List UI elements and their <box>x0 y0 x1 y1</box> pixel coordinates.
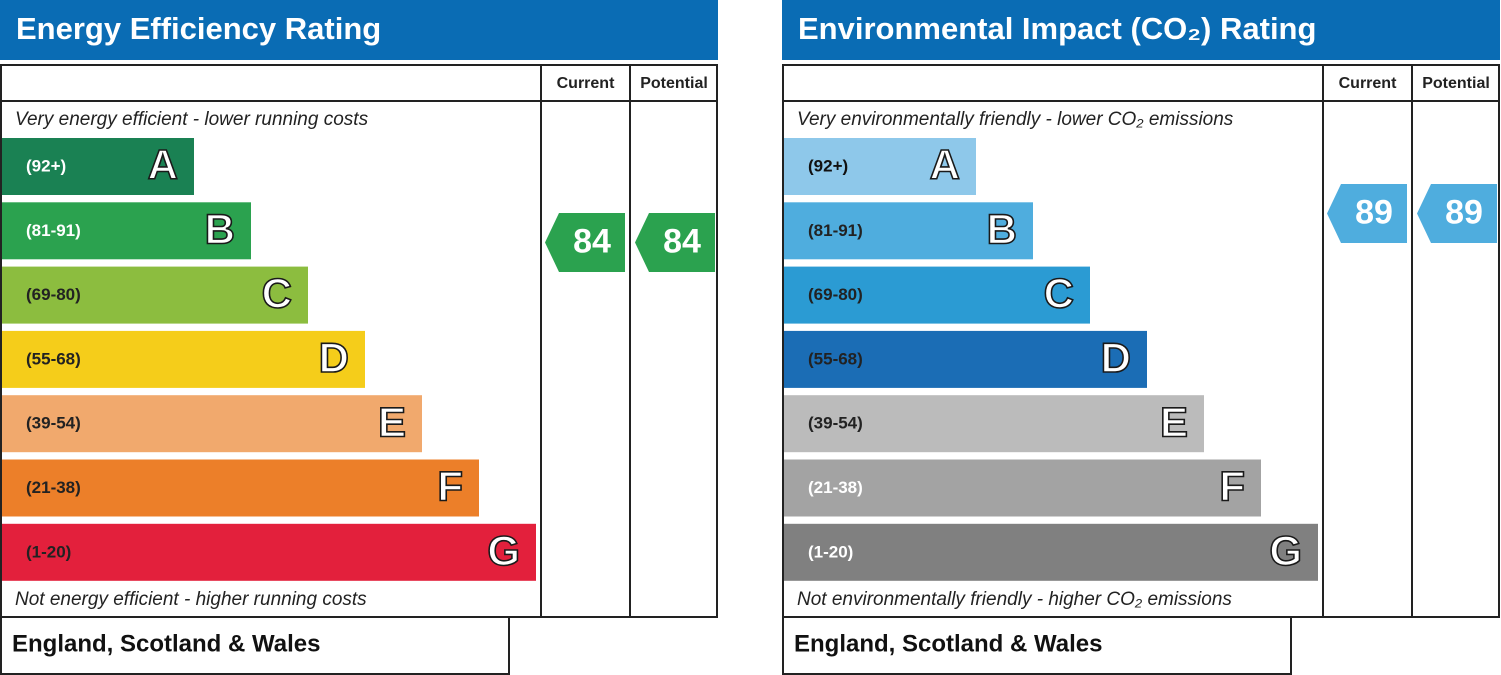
column-header: Potential <box>1422 75 1490 92</box>
band-letter: E <box>1160 398 1188 445</box>
band-range: (81-91) <box>26 221 81 240</box>
band-bar <box>2 138 194 195</box>
rating-value: 84 <box>663 222 701 260</box>
band-bar <box>784 138 976 195</box>
rating-arrow <box>635 213 715 272</box>
column-header: Potential <box>640 75 708 92</box>
band-bar <box>2 523 536 581</box>
band-range: (81-91) <box>808 221 863 240</box>
band-range: (55-68) <box>808 349 863 368</box>
band-letter: E <box>378 398 406 445</box>
band-letter: D <box>1101 334 1131 381</box>
band-letter: B <box>205 205 235 252</box>
band-letter: B <box>987 205 1017 252</box>
footer-frame <box>782 616 1292 675</box>
band-letter: F <box>1219 463 1245 510</box>
band-bar <box>2 459 479 517</box>
band-range: (69-80) <box>26 285 81 304</box>
bottom-note: Not environmentally friendly - higher CO… <box>797 589 1232 610</box>
band-range: (1-20) <box>808 542 853 561</box>
rating-arrow <box>1417 184 1497 243</box>
band-letter: G <box>1269 527 1302 574</box>
top-note: Very environmentally friendly - lower CO… <box>797 109 1234 130</box>
band-range: (1-20) <box>26 542 71 561</box>
band-bar <box>784 330 1147 388</box>
column-header: Current <box>1339 75 1397 92</box>
band-letter: A <box>930 141 960 188</box>
band-range: (21-38) <box>808 478 863 497</box>
panel-title: Energy Efficiency Rating <box>16 11 381 46</box>
band-range: (69-80) <box>808 285 863 304</box>
band-bar <box>2 266 308 324</box>
band-range: (55-68) <box>26 349 81 368</box>
panel-title: Environmental Impact (CO₂) Rating <box>798 11 1316 46</box>
rating-value: 89 <box>1445 193 1483 231</box>
top-note: Very energy efficient - lower running co… <box>15 109 369 130</box>
rating-value: 84 <box>573 222 611 260</box>
header-bar <box>0 0 718 60</box>
band-bar <box>784 395 1204 453</box>
rating-value: 89 <box>1355 193 1393 231</box>
band-bar <box>784 459 1261 517</box>
footer-frame <box>0 616 510 675</box>
column-header: Current <box>557 75 615 92</box>
rating-arrow <box>545 213 625 272</box>
band-letter: A <box>148 141 178 188</box>
band-letter: F <box>437 463 463 510</box>
band-letter: D <box>319 334 349 381</box>
footer-text: England, Scotland & Wales <box>794 630 1102 657</box>
footer-text: England, Scotland & Wales <box>12 630 320 657</box>
band-range: (21-38) <box>26 478 81 497</box>
band-bar <box>784 266 1090 324</box>
band-range: (39-54) <box>808 414 863 433</box>
band-bar <box>784 523 1318 581</box>
band-bar <box>784 202 1033 260</box>
band-bar <box>2 202 251 260</box>
band-range: (39-54) <box>26 414 81 433</box>
band-bar <box>2 395 422 453</box>
band-bar <box>2 330 365 388</box>
bottom-note: Not energy efficient - higher running co… <box>15 589 367 610</box>
band-letter: C <box>262 270 292 317</box>
band-letter: G <box>487 527 520 574</box>
header-bar <box>782 0 1500 60</box>
rating-arrow <box>1327 184 1407 243</box>
band-range: (92+) <box>808 156 848 175</box>
band-letter: C <box>1044 270 1074 317</box>
band-range: (92+) <box>26 156 66 175</box>
